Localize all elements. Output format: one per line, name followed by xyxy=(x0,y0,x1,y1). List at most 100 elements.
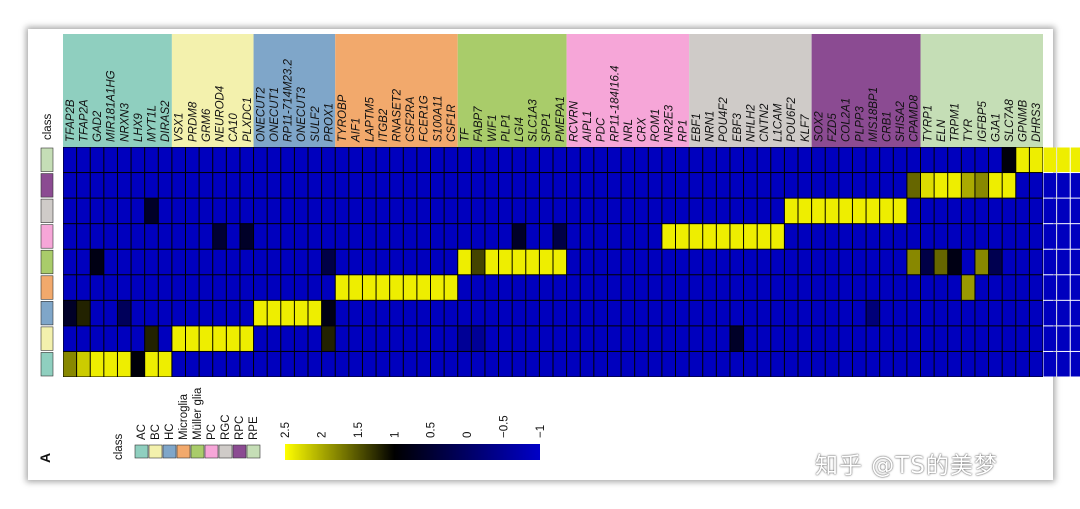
heatmap-cell xyxy=(104,147,117,173)
heatmap-cell xyxy=(1016,147,1029,173)
heatmap-cell xyxy=(730,147,744,173)
heatmap-cell xyxy=(526,198,539,224)
heatmap-cell xyxy=(417,147,430,173)
heatmap-cell xyxy=(172,147,185,173)
row-class-swatch xyxy=(40,301,54,326)
gene-label: L1CAM xyxy=(773,103,785,142)
heatmap-cell xyxy=(294,147,308,173)
heatmap-cell xyxy=(362,351,376,377)
heatmap-cell xyxy=(390,147,403,173)
heatmap-cell xyxy=(431,224,444,249)
gene-label: EBF1 xyxy=(691,113,703,142)
heatmap-cell xyxy=(975,249,989,275)
heatmap-cell xyxy=(172,173,185,198)
heatmap-cell xyxy=(975,173,989,198)
class-legend-swatch xyxy=(204,444,219,459)
class-band-rpc xyxy=(811,34,921,147)
heatmap-cell xyxy=(893,173,907,198)
gene-labels: TFAP2B TFAP2A GAD2 MIR181A1HG NRXN3 LHX9 MYT1L… xyxy=(65,59,1043,143)
heatmap-cell xyxy=(117,351,131,377)
color-scale-legend: 2.5 2 1.5 1 0.5 0 −0.5 −1 xyxy=(280,415,547,460)
heatmap-cell xyxy=(567,275,580,300)
heatmap-cell xyxy=(281,173,294,198)
heatmap-cell xyxy=(961,326,975,351)
heatmap-cell xyxy=(594,300,607,326)
class-axis-label-top: class xyxy=(42,114,54,140)
heatmap-cell xyxy=(621,275,635,300)
heatmap-cell xyxy=(662,147,675,173)
heatmap-cell xyxy=(158,300,172,326)
heatmap-cell xyxy=(703,224,716,249)
class-legend-label: RGC xyxy=(220,414,232,440)
heatmap-cell xyxy=(635,300,648,326)
heatmap-cell xyxy=(362,275,376,300)
heatmap-cell xyxy=(921,173,934,198)
heatmap-cell xyxy=(893,326,907,351)
heatmap-cell xyxy=(1070,300,1080,326)
gene-label: ELN xyxy=(936,119,948,142)
heatmap-cell xyxy=(77,300,90,326)
heatmap-cell xyxy=(948,326,961,351)
gene-label: CA10 xyxy=(228,113,240,142)
heatmap-cell xyxy=(880,326,893,351)
gene-label: POU6F2 xyxy=(786,97,798,142)
gene-label: S100A11 xyxy=(432,96,444,142)
heatmap-cell xyxy=(417,224,430,249)
heatmap-cell xyxy=(921,198,934,224)
heatmap-cell xyxy=(254,224,267,249)
heatmap-cell xyxy=(1043,173,1057,198)
heatmap-cell xyxy=(689,198,703,224)
heatmap-cell xyxy=(471,275,485,300)
heatmap-cell xyxy=(376,198,390,224)
heatmap-cell xyxy=(989,326,1002,351)
heatmap-cell xyxy=(812,275,825,300)
heatmap-cell xyxy=(784,351,798,377)
heatmap-cell xyxy=(186,198,199,224)
heatmap-cell xyxy=(77,147,90,173)
heatmap-cell xyxy=(689,147,703,173)
heatmap-cell xyxy=(784,173,798,198)
heatmap-cell xyxy=(961,249,975,275)
heatmap-cell xyxy=(1070,173,1080,198)
heatmap-cell xyxy=(444,224,458,249)
heatmap-cell xyxy=(539,326,553,351)
heatmap-cell xyxy=(580,275,594,300)
heatmap-cell xyxy=(784,300,798,326)
heatmap-cell xyxy=(989,147,1002,173)
gene-label: NRL xyxy=(623,119,635,142)
gene-label: RP11-184I16.4 xyxy=(609,65,621,142)
heatmap-cell xyxy=(893,300,907,326)
gene-label: TYROBP xyxy=(337,94,349,142)
heatmap-cell xyxy=(77,249,90,275)
heatmap-cell xyxy=(676,249,689,275)
heatmap-cell xyxy=(403,249,417,275)
heatmap-cell xyxy=(621,249,635,275)
heatmap-cell xyxy=(948,249,961,275)
heatmap-cell xyxy=(866,147,880,173)
heatmap-cell xyxy=(117,275,131,300)
heatmap-cell xyxy=(866,326,880,351)
heatmap-cell xyxy=(349,326,362,351)
heatmap-cell xyxy=(1057,198,1070,224)
class-legend-label: BC xyxy=(150,424,162,440)
heatmap-cell xyxy=(213,173,226,198)
heatmap-cell xyxy=(131,300,145,326)
heatmap-cell xyxy=(771,351,784,377)
color-scale-bar xyxy=(285,444,540,460)
heatmap-cell xyxy=(934,249,948,275)
heatmap-cell xyxy=(676,198,689,224)
heatmap-cell xyxy=(485,224,499,249)
heatmap-cell xyxy=(839,224,852,249)
heatmap-cell xyxy=(362,224,376,249)
heatmap-cell xyxy=(771,249,784,275)
heatmap-cell xyxy=(1029,275,1043,300)
heatmap-cell xyxy=(1029,198,1043,224)
heatmap-cell xyxy=(444,300,458,326)
heatmap-cell xyxy=(186,326,199,351)
heatmap-cell xyxy=(961,147,975,173)
class-band-pc xyxy=(566,34,690,147)
heatmap-cell xyxy=(1057,224,1070,249)
gene-label: IGFBP5 xyxy=(977,100,989,142)
heatmap-cell xyxy=(1029,224,1043,249)
row-class-swatch xyxy=(40,224,54,249)
